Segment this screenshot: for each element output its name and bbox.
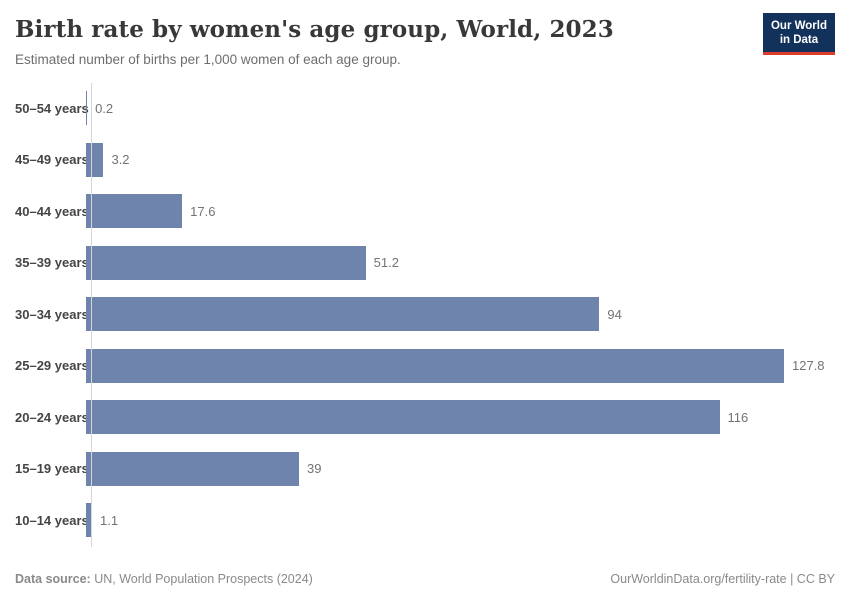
bar-chart: 50–54 years 0.2 45–49 years 3.2 40–44 ye…: [15, 82, 835, 547]
chart-row: 35–39 years 51.2: [15, 237, 835, 289]
bar-label: 20–24 years: [15, 409, 89, 425]
bar[interactable]: [86, 194, 183, 229]
bar-value: 3.2: [111, 152, 130, 168]
bar-value: 0.2: [95, 100, 114, 116]
bar-area: 17.6: [85, 194, 835, 229]
data-source: Data source: UN, World Population Prospe…: [15, 572, 313, 586]
bar-area: 0.2: [85, 91, 835, 126]
chart-row: 50–54 years 0.2: [15, 83, 835, 135]
owid-logo: Our World in Data: [762, 13, 835, 55]
owid-logo-line2: in Data: [779, 34, 819, 47]
bar[interactable]: [86, 400, 720, 435]
owid-logo-line1: Our World: [770, 20, 827, 32]
bar-value: 17.6: [190, 203, 216, 219]
chart-row: 25–29 years 127.8: [15, 340, 835, 392]
bar-label: 10–14 years: [15, 512, 89, 528]
bar[interactable]: [86, 142, 104, 177]
bar-value: 1.1: [100, 512, 119, 528]
bar-label: 30–34 years: [15, 306, 89, 322]
chart-row: 40–44 years 17.6: [15, 186, 835, 238]
y-axis-line: [91, 82, 92, 547]
chart-row: 10–14 years 1.1: [15, 495, 835, 547]
bar-value: 116: [727, 409, 749, 425]
bar-label: 50–54 years: [15, 100, 89, 116]
chart-row: 15–19 years 39: [15, 443, 835, 495]
chart-header: Birth rate by women's age group, World, …: [15, 13, 835, 67]
bar-label: 45–49 years: [15, 152, 89, 168]
bar-area: 51.2: [85, 245, 835, 280]
bar-area: 1.1: [85, 503, 835, 538]
chart-footer: Data source: UN, World Population Prospe…: [15, 572, 835, 586]
chart-title: Birth rate by women's age group, World, …: [15, 16, 614, 43]
data-source-text: UN, World Population Prospects (2024): [90, 572, 313, 586]
bar-area: 116: [85, 400, 835, 435]
chart-row: 20–24 years 116: [15, 392, 835, 444]
bar[interactable]: [86, 91, 88, 126]
bar-label: 35–39 years: [15, 255, 89, 271]
bar[interactable]: [86, 245, 366, 280]
bar-value: 127.8: [792, 358, 825, 374]
bar[interactable]: [86, 348, 784, 383]
bar-value: 39: [307, 461, 322, 477]
bar-label: 25–29 years: [15, 358, 89, 374]
chart-rows: 50–54 years 0.2 45–49 years 3.2 40–44 ye…: [15, 83, 835, 547]
chart-subtitle: Estimated number of births per 1,000 wom…: [15, 51, 401, 67]
bar-area: 39: [85, 451, 835, 486]
attribution: OurWorldinData.org/fertility-rate | CC B…: [610, 572, 835, 586]
bar[interactable]: [86, 297, 600, 332]
chart-row: 30–34 years 94: [15, 289, 835, 341]
bar-label: 15–19 years: [15, 461, 89, 477]
bar-value: 51.2: [373, 255, 399, 271]
title-block: Birth rate by women's age group, World, …: [15, 16, 763, 67]
bar-area: 94: [85, 297, 835, 332]
bar-label: 40–44 years: [15, 203, 89, 219]
bar[interactable]: [86, 451, 299, 486]
bar-area: 3.2: [85, 142, 835, 177]
data-source-label: Data source:: [15, 572, 91, 586]
bar-area: 127.8: [85, 348, 835, 383]
chart-row: 45–49 years 3.2: [15, 134, 835, 186]
bar-value: 94: [607, 306, 622, 322]
bar[interactable]: [86, 503, 92, 538]
